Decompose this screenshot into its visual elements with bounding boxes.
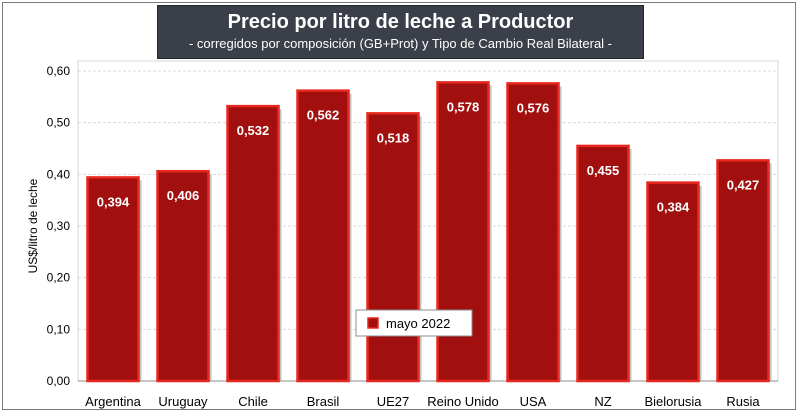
chart-title-box: Precio por litro de leche a Productor - …	[157, 5, 644, 59]
y-tick-label: 0,60	[47, 64, 71, 78]
data-label: 0,576	[517, 100, 550, 115]
data-label: 0,394	[97, 194, 130, 209]
data-label: 0,578	[447, 99, 480, 114]
data-label: 0,518	[377, 130, 410, 145]
data-label: 0,455	[587, 163, 620, 178]
bar	[506, 82, 560, 383]
x-tick-label: Argentina	[85, 394, 141, 409]
bar	[576, 144, 630, 383]
data-label: 0,384	[657, 200, 690, 215]
chart-subtitle: - corregidos por composición (GB+Prot) y…	[188, 36, 613, 51]
x-tick-label: Chile	[238, 394, 268, 409]
y-axis-label: US$/litro de leche	[26, 178, 40, 273]
y-tick-label: 0,20	[47, 271, 71, 285]
bar	[156, 169, 210, 383]
data-label: 0,406	[167, 188, 200, 203]
bar	[646, 181, 700, 383]
x-tick-label: Reino Unido	[427, 394, 499, 409]
bar	[366, 112, 420, 383]
data-label: 0,562	[307, 108, 340, 123]
x-tick-label: USA	[520, 394, 547, 409]
bar	[226, 104, 280, 383]
y-tick-label: 0,30	[47, 219, 71, 233]
x-tick-label: NZ	[594, 394, 611, 409]
chart-title: Precio por litro de leche a Productor	[227, 11, 574, 33]
y-tick-label: 0,00	[47, 374, 71, 388]
bar	[86, 176, 140, 383]
legend-label: mayo 2022	[386, 316, 450, 331]
legend-swatch	[367, 317, 379, 329]
bar	[716, 159, 770, 383]
x-tick-label: Brasil	[307, 394, 340, 409]
x-tick-label: Rusia	[726, 394, 760, 409]
y-tick-label: 0,10	[47, 322, 71, 336]
x-tick-label: Uruguay	[158, 394, 208, 409]
data-label: 0,532	[237, 123, 270, 138]
x-tick-label: UE27	[377, 394, 410, 409]
y-tick-label: 0,50	[47, 116, 71, 130]
x-tick-label: Bielorusia	[644, 394, 702, 409]
y-tick-label: 0,40	[47, 167, 71, 181]
data-label: 0,427	[727, 177, 760, 192]
bar	[296, 89, 350, 383]
